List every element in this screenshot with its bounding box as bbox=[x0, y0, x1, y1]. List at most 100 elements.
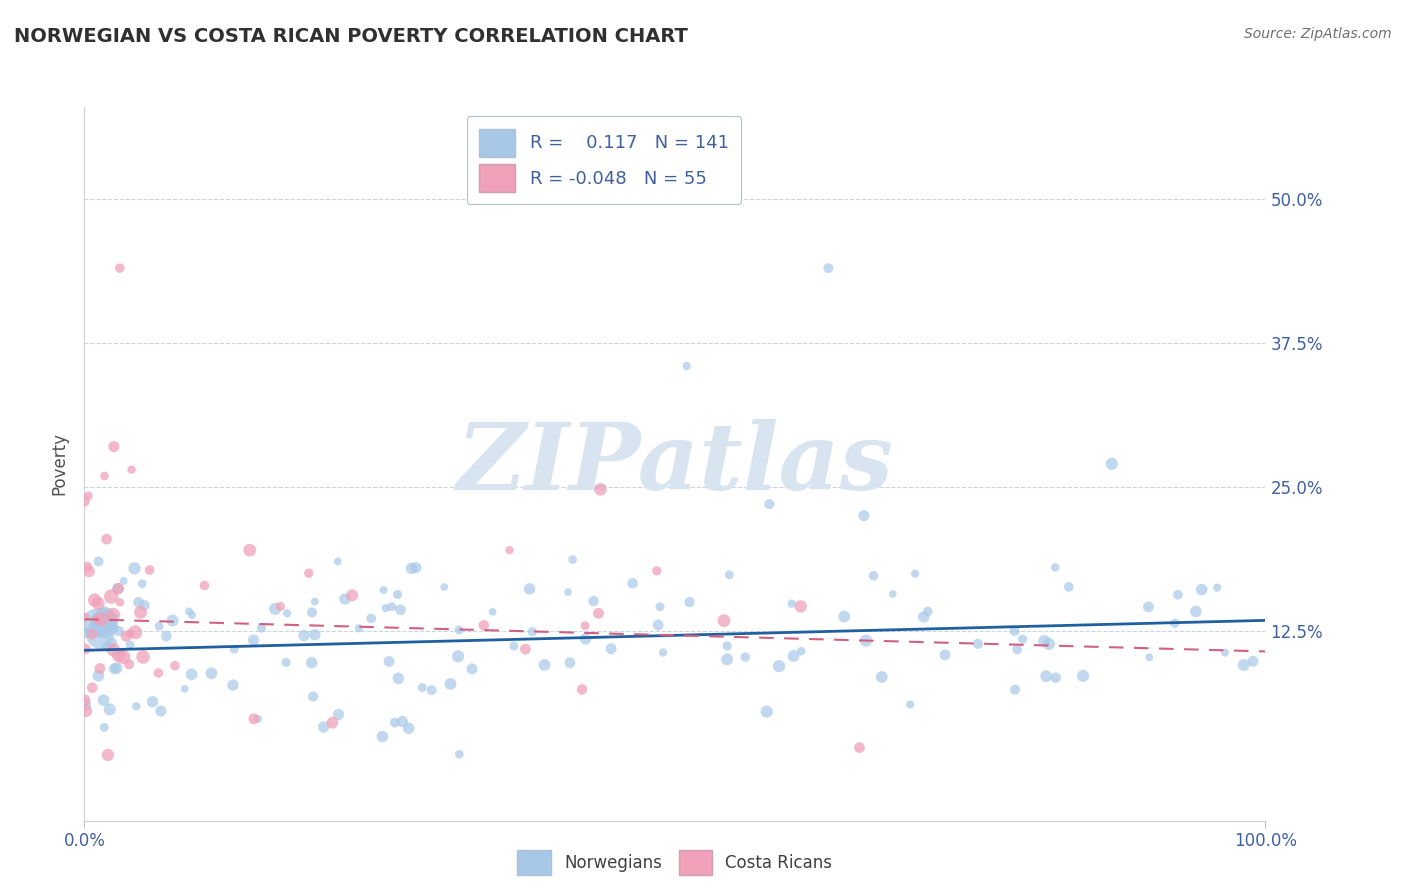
Point bbox=[447, 649, 470, 664]
Text: NORWEGIAN VS COSTA RICAN POVERTY CORRELATION CHART: NORWEGIAN VS COSTA RICAN POVERTY CORRELA… bbox=[14, 27, 688, 45]
Point bbox=[73, 494, 96, 508]
Point bbox=[449, 747, 471, 762]
Point bbox=[76, 626, 98, 640]
Point bbox=[246, 712, 269, 726]
Point bbox=[103, 643, 125, 657]
Point bbox=[934, 648, 956, 662]
Point bbox=[301, 606, 323, 620]
Point bbox=[162, 614, 184, 628]
Point bbox=[342, 588, 364, 602]
Point bbox=[76, 559, 98, 574]
Point bbox=[755, 705, 778, 719]
Point bbox=[582, 594, 605, 608]
Point bbox=[105, 661, 128, 675]
Point bbox=[401, 561, 423, 575]
Point bbox=[298, 566, 321, 581]
Point bbox=[1071, 669, 1094, 683]
Point bbox=[645, 564, 668, 578]
Point bbox=[1185, 605, 1208, 619]
Point bbox=[768, 659, 790, 673]
Point bbox=[472, 618, 495, 632]
Point bbox=[328, 707, 350, 722]
Point bbox=[533, 657, 555, 672]
Point bbox=[498, 543, 520, 558]
Point bbox=[82, 627, 104, 641]
Point bbox=[391, 714, 413, 729]
Point bbox=[1004, 624, 1026, 638]
Point bbox=[87, 669, 110, 683]
Point bbox=[917, 604, 939, 618]
Point bbox=[87, 596, 110, 610]
Point bbox=[302, 690, 325, 704]
Point bbox=[82, 681, 104, 695]
Point bbox=[1233, 657, 1256, 672]
Point bbox=[571, 682, 593, 697]
Point bbox=[304, 594, 326, 608]
Point bbox=[1137, 599, 1160, 614]
Point bbox=[115, 629, 138, 643]
Point bbox=[276, 607, 298, 621]
Point bbox=[461, 662, 484, 676]
Point bbox=[242, 632, 264, 647]
Point bbox=[782, 648, 804, 663]
Point bbox=[1206, 581, 1229, 595]
Point bbox=[89, 661, 111, 675]
Point bbox=[790, 644, 813, 658]
Point bbox=[124, 561, 146, 575]
Point bbox=[163, 658, 186, 673]
Point bbox=[75, 704, 97, 718]
Point bbox=[1038, 637, 1060, 651]
Point bbox=[83, 593, 105, 607]
Point bbox=[1033, 634, 1056, 648]
Point bbox=[433, 580, 456, 594]
Point bbox=[108, 261, 131, 276]
Point bbox=[1005, 642, 1028, 657]
Point bbox=[1213, 646, 1236, 660]
Point bbox=[387, 588, 409, 602]
Y-axis label: Poverty: Poverty bbox=[51, 433, 69, 495]
Point bbox=[129, 605, 152, 619]
Point bbox=[898, 698, 921, 712]
Point bbox=[360, 611, 382, 625]
Point bbox=[574, 618, 596, 632]
Point bbox=[519, 582, 541, 596]
Point bbox=[274, 656, 297, 670]
Point bbox=[870, 670, 893, 684]
Point bbox=[222, 678, 245, 692]
Point bbox=[101, 618, 124, 632]
Point bbox=[121, 462, 143, 476]
Point bbox=[77, 565, 100, 579]
Point bbox=[374, 601, 396, 615]
Point bbox=[93, 605, 115, 619]
Point bbox=[124, 625, 146, 640]
Point bbox=[600, 641, 623, 656]
Point bbox=[848, 740, 870, 755]
Legend: Norwegians, Costa Ricans: Norwegians, Costa Ricans bbox=[509, 841, 841, 884]
Point bbox=[180, 667, 202, 681]
Point bbox=[789, 599, 811, 614]
Point bbox=[100, 590, 122, 604]
Text: ZIPatlas: ZIPatlas bbox=[457, 419, 893, 508]
Point bbox=[371, 730, 394, 744]
Point bbox=[94, 613, 117, 627]
Point bbox=[373, 582, 395, 597]
Point bbox=[882, 587, 904, 601]
Point bbox=[108, 624, 131, 639]
Point bbox=[557, 585, 579, 599]
Point bbox=[758, 497, 780, 511]
Point bbox=[589, 483, 612, 497]
Point bbox=[173, 681, 195, 696]
Point bbox=[107, 582, 129, 596]
Point bbox=[912, 610, 935, 624]
Point bbox=[93, 616, 115, 631]
Point bbox=[77, 489, 100, 503]
Point bbox=[1035, 669, 1057, 683]
Point bbox=[112, 574, 135, 588]
Point bbox=[411, 681, 433, 695]
Point bbox=[118, 657, 141, 672]
Point bbox=[1057, 580, 1080, 594]
Point bbox=[1101, 457, 1123, 471]
Point bbox=[904, 566, 927, 581]
Point bbox=[1045, 560, 1067, 574]
Point bbox=[481, 605, 503, 619]
